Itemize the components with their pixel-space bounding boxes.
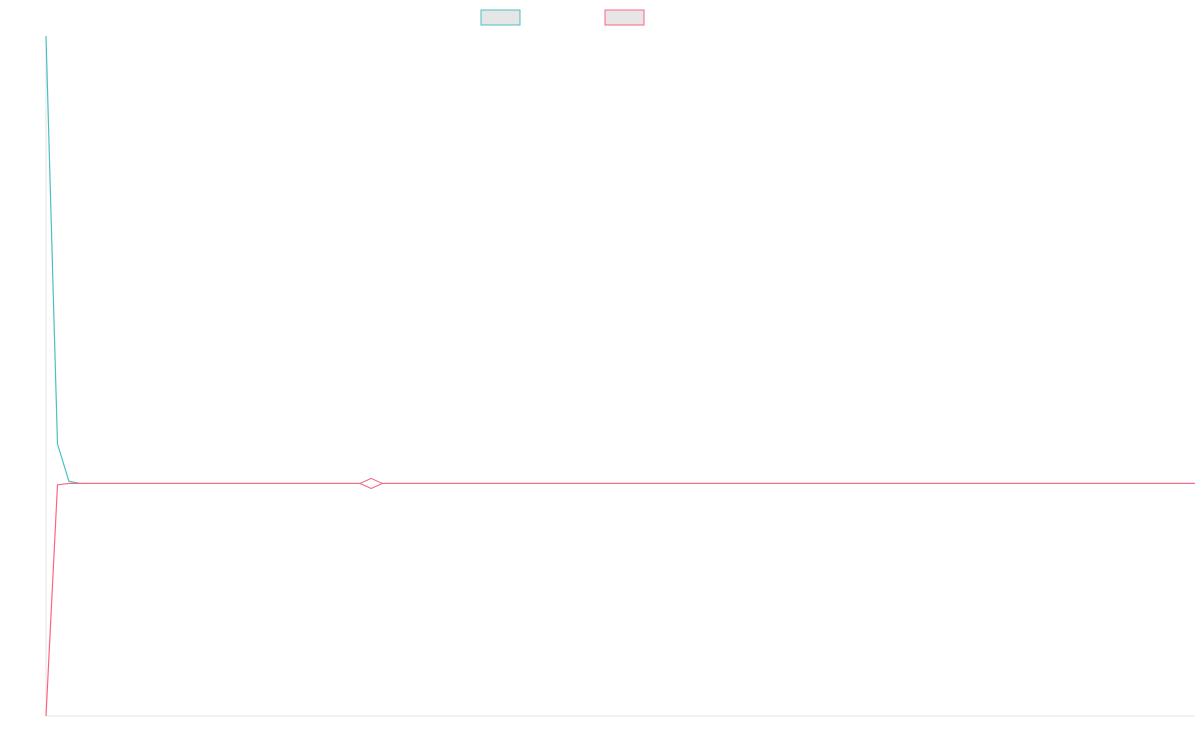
data-point-marker-2[interactable] [360,478,382,488]
legend[interactable] [481,10,644,25]
series-line-1 [46,36,1195,483]
series-layer [46,36,1195,716]
legend-swatch-2[interactable] [605,10,644,25]
marker-layer [360,478,382,488]
series-line-2 [46,483,1195,716]
legend-swatch-1[interactable] [481,10,520,25]
axes [46,36,1195,716]
